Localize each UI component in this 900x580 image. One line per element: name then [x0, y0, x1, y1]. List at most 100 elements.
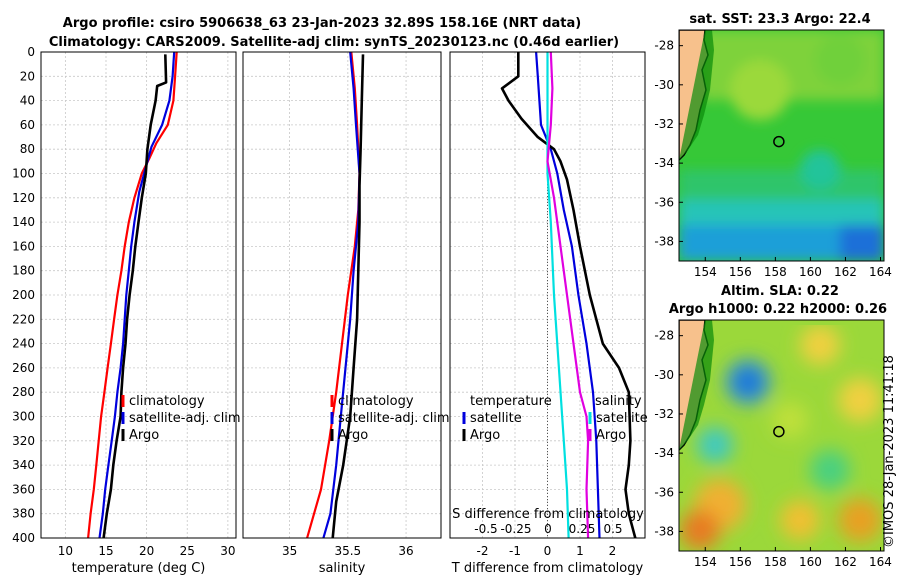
series-argo [102, 54, 168, 539]
legend-title-salinity: salinity [595, 394, 642, 409]
series-climatology [306, 51, 361, 539]
map-x-tick-label: 164 [869, 265, 892, 279]
imos-watermark: ©IMOS 28-Jan-2023 11:41:18 [882, 355, 897, 548]
y-tick-label: 180 [12, 264, 35, 278]
x-tick-label: 2 [609, 544, 617, 558]
y-tick-label: 140 [12, 215, 35, 229]
y-tick-label: 60 [20, 118, 35, 132]
map-y-tick-label: -34 [654, 446, 674, 460]
legend-label: satellite [596, 411, 648, 426]
legend-label: satellite-adj. clim [338, 411, 450, 426]
series-climatology [87, 51, 178, 539]
sst-map-frame [678, 29, 885, 262]
x-tick-label: -2 [477, 544, 489, 558]
map-y-tick-label: -34 [654, 156, 674, 170]
axes-frame [242, 51, 442, 539]
x-tick-label: -1 [509, 544, 521, 558]
map-y-tick-label: -30 [654, 368, 674, 382]
y-tick-label: 220 [12, 312, 35, 326]
legend-label: Argo [338, 428, 368, 443]
map-y-tick-label: -32 [654, 407, 674, 421]
sst-map: sat. SST: 23.3 Argo: 22.4 154 156 158 160 16… [654, 12, 892, 279]
map-x-tick-label: 158 [764, 555, 787, 569]
sla-map: Altim. SLA: 0.22 Argo h1000: 0.22 h2000:… [654, 284, 892, 569]
legend-label: satellite [470, 411, 522, 426]
map-y-tick-label: -38 [654, 524, 674, 538]
x-axis-label: salinity [319, 561, 366, 576]
x-axis-label: T difference from climatology [451, 561, 644, 576]
sla-map-frame [678, 319, 885, 552]
map-x-tick-label: 156 [729, 555, 752, 569]
sla-map-title: Altim. SLA: 0.22 [721, 284, 839, 299]
sla-shelf [679, 320, 714, 450]
x-tick-label: 1 [576, 544, 584, 558]
x2-tick-label: -0.25 [500, 522, 531, 536]
map-y-tick-label: -38 [654, 234, 674, 248]
map-x-tick-label: 162 [834, 265, 857, 279]
map-y-tick-label: -32 [654, 117, 674, 131]
y-tick-label: 280 [12, 385, 35, 399]
map-x-tick-label: 160 [799, 555, 822, 569]
axes-frame [449, 51, 646, 539]
y-tick-label: 100 [12, 167, 35, 181]
series-satellite-adj-clim [98, 51, 176, 539]
x-tick-label: 10 [58, 544, 73, 558]
map-x-tick-label: 162 [834, 555, 857, 569]
y-tick-label: 20 [20, 69, 35, 83]
series-t-satellite [535, 51, 601, 539]
figure-title-line2: Climatology: CARS2009. Satellite-adj cli… [49, 35, 619, 50]
series-t-argo [500, 52, 637, 539]
series-satellite-adj-clim [322, 51, 361, 539]
map-y-tick-label: -36 [654, 195, 674, 209]
map-y-tick-label: -30 [654, 78, 674, 92]
map-y-tick-label: -28 [654, 329, 674, 343]
map-x-tick-label: 160 [799, 265, 822, 279]
sla-map-subtitle: Argo h1000: 0.22 h2000: 0.26 [669, 302, 887, 317]
legend-title-temperature: temperature [470, 394, 552, 409]
y-tick-label: 0 [27, 45, 35, 59]
x2-tick-label: 0.5 [603, 522, 622, 536]
x2-tick-label: 0 [544, 522, 552, 536]
x-tick-label: 35 [282, 544, 297, 558]
map-y-tick-label: -28 [654, 39, 674, 53]
x-tick-label: 15 [98, 544, 113, 558]
legend-label: climatology [338, 394, 414, 409]
x-tick-label: 0 [544, 544, 552, 558]
y-tick-label: 40 [20, 94, 35, 108]
y-tick-label: 120 [12, 191, 35, 205]
axes-frame [40, 51, 237, 539]
sla-argo-marker [773, 425, 785, 438]
y-tick-label: 160 [12, 239, 35, 253]
x-tick-label: 20 [139, 544, 154, 558]
difference-panel: -2 -1 0 1 2 T difference from climatology temp… [449, 51, 648, 576]
x2-tick-label: -0.5 [474, 522, 497, 536]
x2-axis-label: S difference from climatology [452, 507, 644, 522]
y-tick-label: 320 [12, 434, 35, 448]
y-tick-label: 400 [12, 531, 35, 545]
x-tick-label: 25 [180, 544, 195, 558]
sst-map-title: sat. SST: 23.3 Argo: 22.4 [689, 12, 870, 27]
y-tick-label: 300 [12, 410, 35, 424]
legend-label: satellite-adj. clim [129, 411, 241, 426]
y-tick-label: 340 [12, 458, 35, 472]
figure-title-line1: Argo profile: csiro 5906638_63 23-Jan-20… [63, 16, 581, 31]
salinity-panel: 35 35.5 36 salinity climatology satellite-adj… [242, 51, 450, 576]
y-tick-label: 80 [20, 142, 35, 156]
x2-tick-label: 0.25 [569, 522, 596, 536]
map-x-tick-label: 164 [869, 555, 892, 569]
map-x-tick-label: 154 [694, 555, 717, 569]
series-s-satellite [546, 52, 570, 539]
map-x-tick-label: 158 [764, 265, 787, 279]
sst-field-patches [679, 30, 884, 261]
legend-label: climatology [129, 394, 205, 409]
x-axis-label: temperature (deg C) [72, 561, 206, 576]
y-tick-label: 380 [12, 507, 35, 521]
sst-shelf [679, 30, 714, 160]
sla-field-patches [680, 325, 882, 550]
temperature-panel: 0 20 40 60 80 100 120 140 160 180 200 220 240 260 280 3… [12, 45, 241, 576]
map-x-tick-label: 154 [694, 265, 717, 279]
series-argo [331, 54, 365, 539]
y-tick-label: 200 [12, 288, 35, 302]
sst-argo-marker [773, 135, 785, 148]
